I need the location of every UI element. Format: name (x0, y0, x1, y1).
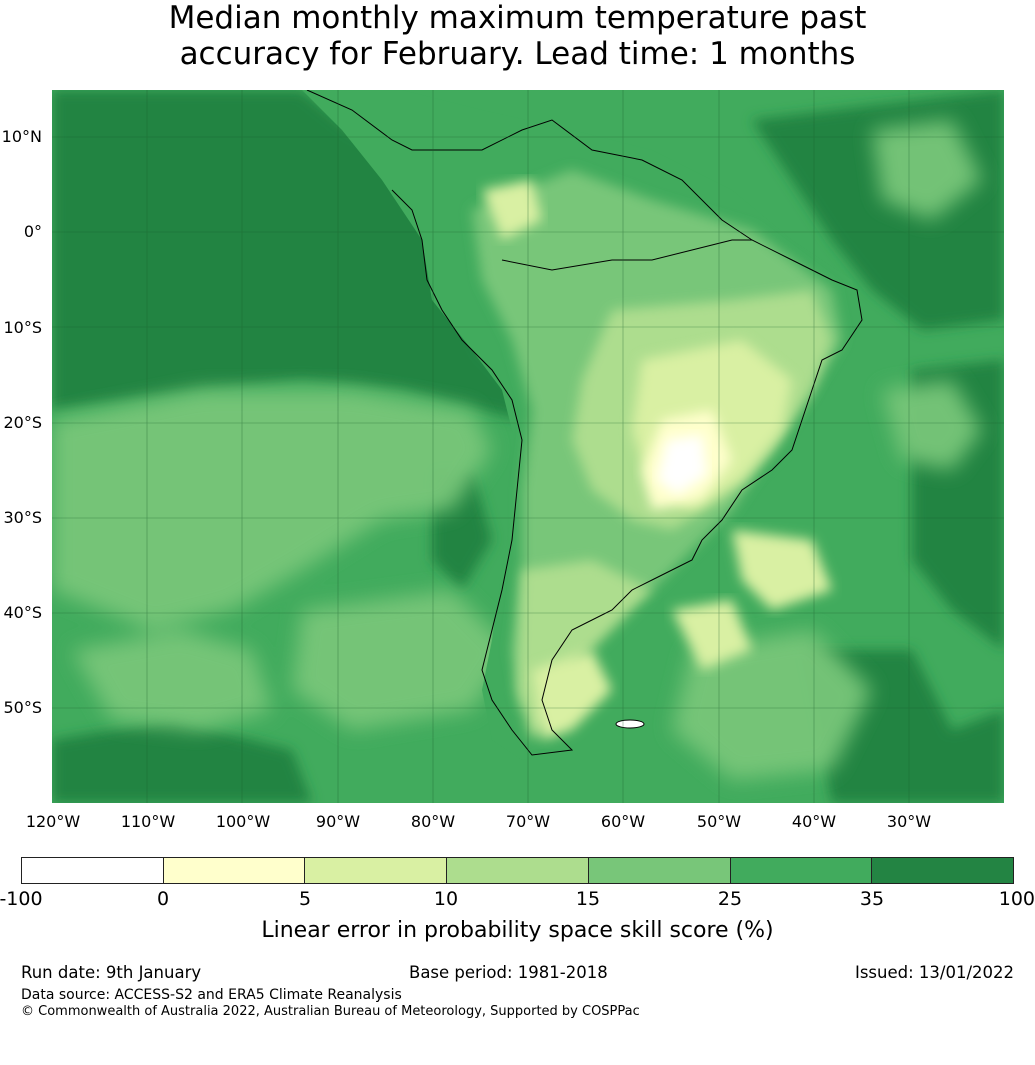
chart-title: Median monthly maximum temperature past … (0, 0, 1035, 72)
colorbar-tick: 15 (575, 888, 601, 910)
medium-green-regions (52, 120, 982, 780)
colorbar (21, 857, 1014, 884)
lat-label: 40°S (3, 603, 42, 622)
colorbar-tick: -100 (0, 888, 43, 910)
run-date: Run date: 9th January (21, 963, 202, 982)
colorbar-segment (730, 858, 873, 883)
lon-label: 90°W (315, 812, 361, 831)
base-period: Base period: 1981-2018 (409, 963, 608, 982)
colorbar-segment (588, 858, 731, 883)
colorbar-tick: 5 (298, 888, 312, 910)
lat-label: 20°S (3, 413, 42, 432)
lat-label: 50°S (3, 698, 42, 717)
issued-date: Issued: 13/01/2022 (854, 963, 1014, 982)
lon-label: 60°W (600, 812, 646, 831)
colorbar-segment (163, 858, 306, 883)
colorbar-tick: 10 (433, 888, 459, 910)
colorbar-segment (447, 858, 589, 883)
south-america-land (302, 90, 863, 760)
data-source: Data source: ACCESS-S2 and ERA5 Climate … (21, 987, 402, 1003)
lon-label: 50°W (696, 812, 742, 831)
lat-label: 30°S (3, 508, 42, 527)
lon-label: 70°W (505, 812, 551, 831)
skill-score-map (52, 90, 1004, 803)
falkland-islands (615, 719, 645, 729)
colorbar-label: Linear error in probability space skill … (261, 918, 774, 943)
colorbar-segment (872, 858, 1014, 883)
colorbar-tick: 35 (859, 888, 885, 910)
lon-label: 120°W (25, 812, 81, 831)
title-line-1: Median monthly maximum temperature past (168, 0, 867, 36)
map-panel[interactable] (52, 90, 1004, 803)
lat-label: 0° (23, 222, 42, 241)
colorbar-tick: 25 (717, 888, 743, 910)
lon-label: 100°W (215, 812, 271, 831)
colorbar-tick: 100 (998, 888, 1035, 910)
lon-label: 40°W (791, 812, 837, 831)
title-line-2: accuracy for February. Lead time: 1 mont… (179, 36, 856, 72)
map-gridlines (52, 90, 1004, 803)
colorbar-tick: 0 (156, 888, 170, 910)
lat-label: 10°S (3, 318, 42, 337)
lon-label: 80°W (410, 812, 456, 831)
lon-label: 30°W (886, 812, 932, 831)
colorbar-segment (305, 858, 448, 883)
lon-label: 110°W (120, 812, 176, 831)
colorbar-segment (22, 858, 164, 883)
lat-label: 10°N (1, 127, 42, 146)
copyright-notice: © Commonwealth of Australia 2022, Austra… (21, 1004, 640, 1019)
